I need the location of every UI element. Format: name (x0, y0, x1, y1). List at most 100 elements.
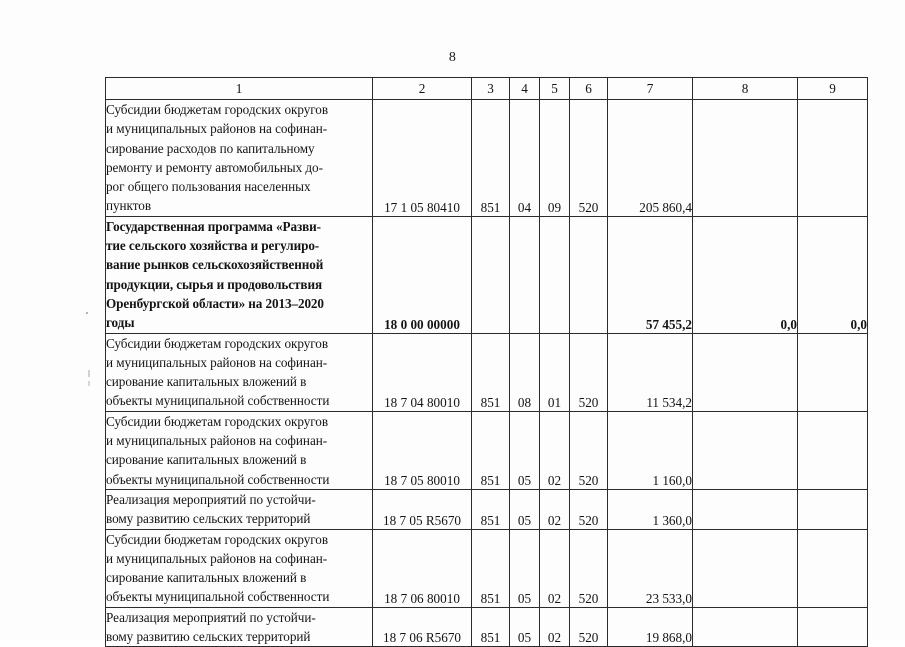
column-number-row: 1 2 3 4 5 6 7 8 9 (105, 77, 868, 100)
row-name-cell: Субсидии бюджетам городских округов и мун… (105, 528, 373, 608)
row-name-line: объекты муниципальной собственности (106, 471, 330, 487)
table-row: Государственная программа «Разви-тие сел… (105, 215, 868, 334)
row-name-cell: Субсидии бюджетам городских округов и мун… (105, 410, 373, 490)
row-name-line: и муниципальных районов на софинан- (106, 550, 328, 566)
row-chapter-cell: 851 (471, 488, 510, 530)
table-row: Субсидии бюджетам городских округов и мун… (105, 528, 868, 608)
row-amount-8-cell (692, 488, 798, 530)
row-amount-8-cell (692, 606, 798, 647)
row-amount-8-cell: 0,0 (692, 215, 798, 334)
row-subsection-cell: 02 (539, 410, 570, 490)
row-code-cell: 18 0 00 00000 (372, 215, 472, 334)
row-code-cell: 17 1 05 80410 (372, 99, 472, 217)
row-amount-9-cell (797, 528, 868, 608)
row-name-cell: Реализация мероприятий по устойчи-вому р… (105, 606, 373, 647)
row-subsection-cell (539, 215, 570, 334)
row-expense-type-cell: 520 (569, 332, 608, 412)
row-amount-7-cell: 1 160,0 (607, 410, 693, 490)
row-name-line: пунктов (106, 198, 152, 214)
row-section-cell: 08 (509, 332, 540, 412)
row-name-line: Реализация мероприятий по устойчи- (106, 491, 316, 507)
row-amount-7-cell: 19 868,0 (607, 606, 693, 647)
row-amount-9-cell (797, 410, 868, 490)
row-name-line: вому развитию сельских территорий (106, 511, 311, 527)
row-name-cell: Реализация мероприятий по устойчи-вому р… (105, 488, 373, 530)
column-number-9: 9 (797, 77, 868, 100)
row-subsection-cell: 01 (539, 332, 570, 412)
row-subsection-cell: 02 (539, 606, 570, 647)
row-section-cell (509, 215, 540, 334)
column-number-1: 1 (105, 77, 373, 100)
row-subsection-cell: 02 (539, 528, 570, 608)
table-row: Субсидии бюджетам городских округов и мун… (105, 332, 868, 412)
row-expense-type-cell: 520 (569, 606, 608, 647)
row-section-cell: 05 (509, 606, 540, 647)
row-amount-8-cell (692, 528, 798, 608)
table-row: Реализация мероприятий по устойчи-вому р… (105, 488, 868, 530)
row-code-cell: 18 7 05 R5670 (372, 488, 472, 530)
column-number-5: 5 (539, 77, 570, 100)
row-name-line: вание рынков сельскохозяйственной (106, 257, 324, 273)
row-name-line: сирование капитальных вложений в (106, 374, 307, 390)
column-number-3: 3 (471, 77, 510, 100)
row-expense-type-cell: 520 (569, 528, 608, 608)
scan-artifact (88, 381, 90, 386)
row-amount-7-cell: 11 534,2 (607, 332, 693, 412)
row-amount-9-cell: 0,0 (797, 215, 868, 334)
row-name-line: Реализация мероприятий по устойчи- (106, 609, 316, 625)
row-section-cell: 05 (509, 488, 540, 530)
row-name-line: объекты муниципальной собственности (106, 589, 330, 605)
row-name-line: Государственная программа «Разви- (106, 218, 321, 234)
row-amount-7-cell: 57 455,2 (607, 215, 693, 334)
column-number-6: 6 (569, 77, 608, 100)
column-number-4: 4 (509, 77, 540, 100)
row-amount-7-cell: 23 533,0 (607, 528, 693, 608)
row-subsection-cell: 09 (539, 99, 570, 217)
column-number-2: 2 (372, 77, 472, 100)
row-name-cell: Субсидии бюджетам городских округов и мун… (105, 332, 373, 412)
table-row: Субсидии бюджетам городских округов и мун… (105, 410, 868, 490)
row-amount-8-cell (692, 332, 798, 412)
row-name-line: Субсидии бюджетам городских округов (106, 102, 329, 117)
row-chapter-cell (471, 215, 510, 334)
row-name-line: Оренбургской области» на 2013–2020 (106, 295, 324, 311)
row-section-cell: 04 (509, 99, 540, 217)
row-name-line: Субсидии бюджетам городских округов (106, 335, 329, 351)
column-number-8: 8 (692, 77, 798, 100)
row-amount-8-cell (692, 99, 798, 217)
row-chapter-cell: 851 (471, 528, 510, 608)
row-expense-type-cell (569, 215, 608, 334)
row-name-line: тие сельского хозяйства и регулиро- (106, 238, 320, 254)
row-amount-7-cell: 1 360,0 (607, 488, 693, 530)
row-name-line: объекты муниципальной собственности (106, 393, 330, 409)
row-amount-9-cell (797, 606, 868, 647)
row-name-line: Субсидии бюджетам городских округов (106, 531, 329, 547)
row-code-cell: 18 7 06 R5670 (372, 606, 472, 647)
row-name-line: и муниципальных районов на софинан- (106, 121, 328, 137)
table-body: 1 2 3 4 5 6 7 8 9 Субсидии бюджетам горо… (105, 77, 868, 647)
row-code-cell: 18 7 05 80010 (372, 410, 472, 490)
row-expense-type-cell: 520 (569, 488, 608, 530)
row-name-line: продукции, сырья и продовольствия (106, 276, 322, 292)
row-name-line: вому развитию сельских территорий (106, 629, 311, 645)
row-expense-type-cell: 520 (569, 99, 608, 217)
scan-artifact (86, 312, 88, 314)
row-name-line: и муниципальных районов на софинан- (106, 354, 328, 370)
row-name-line: сирование капитальных вложений в (106, 452, 307, 468)
row-name-line: и муниципальных районов на софинан- (106, 433, 328, 449)
row-name-line: Субсидии бюджетам городских округов (106, 413, 329, 429)
row-name-cell: Государственная программа «Разви-тие сел… (105, 215, 373, 334)
row-name-line: годы (106, 315, 135, 331)
row-code-cell: 18 7 04 80010 (372, 332, 472, 412)
scan-artifact (88, 370, 90, 377)
row-name-line: рог общего пользования населенных (106, 179, 311, 195)
row-amount-8-cell (692, 410, 798, 490)
row-chapter-cell: 851 (471, 410, 510, 490)
row-subsection-cell: 02 (539, 488, 570, 530)
table-row: Субсидии бюджетам городских округов и мун… (105, 99, 868, 217)
row-amount-9-cell (797, 332, 868, 412)
row-code-cell: 18 7 06 80010 (372, 528, 472, 608)
row-amount-7-cell: 205 860,4 (607, 99, 693, 217)
row-expense-type-cell: 520 (569, 410, 608, 490)
